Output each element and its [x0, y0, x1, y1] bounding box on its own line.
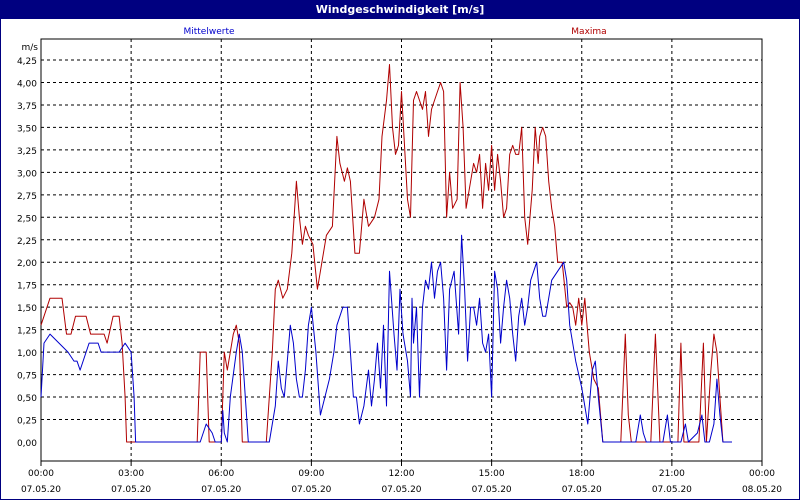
y-tick-label: 3,50 [17, 124, 37, 134]
x-tick-date: 07.05.20 [291, 485, 331, 495]
y-tick-label: 3,00 [17, 169, 37, 179]
y-tick-label: 2,00 [17, 259, 37, 269]
y-tick-label: 2,50 [17, 214, 37, 224]
x-tick-date: 07.05.20 [201, 485, 241, 495]
y-tick-label: 0,25 [17, 417, 37, 427]
y-tick-label: 2,25 [17, 237, 37, 247]
y-tick-label: 4,00 [17, 79, 37, 89]
x-tick-time: 18:00 [569, 469, 595, 479]
x-tick-time: 06:00 [208, 469, 234, 479]
y-tick-label: 1,75 [17, 282, 37, 292]
legend-mittelwerte: Mittelwerte [183, 27, 234, 37]
series-line-maxima [40, 64, 732, 443]
y-tick-label: 0,75 [17, 372, 37, 382]
window-title: Windgeschwindigkeit [m/s] [1, 1, 799, 19]
x-tick-time: 09:00 [298, 469, 324, 479]
y-tick-label: 3,75 [17, 102, 37, 112]
x-tick-date: 08.05.20 [742, 485, 782, 495]
x-tick-time: 12:00 [389, 469, 415, 479]
y-axis-label: m/s [22, 43, 39, 53]
y-tick-label: 2,75 [17, 192, 37, 202]
x-tick-date: 07.05.20 [652, 485, 692, 495]
y-tick-label: 1,25 [17, 327, 37, 337]
y-tick-label: 1,50 [17, 304, 37, 314]
x-tick-date: 07.05.20 [111, 485, 151, 495]
x-tick-date: 07.05.20 [472, 485, 512, 495]
y-tick-label: 0,00 [17, 439, 37, 449]
series-line-mittelwerte [40, 234, 732, 443]
y-tick-label: 0,50 [17, 394, 37, 404]
x-tick-time: 15:00 [479, 469, 505, 479]
y-tick-label: 3,25 [17, 147, 37, 157]
y-tick-label: 4,25 [17, 57, 37, 67]
x-tick-time: 21:00 [659, 469, 685, 479]
x-tick-time: 00:00 [749, 469, 775, 479]
line-chart: 0,00 0,25 0,50 0,75 1,00 1,25 1,50 1,75 2,00 2,25… [17, 27, 782, 495]
y-tick-label: 1,00 [17, 349, 37, 359]
x-tick-date: 07.05.20 [562, 485, 602, 495]
x-tick-date: 07.05.20 [381, 485, 421, 495]
x-tick-time: 00:00 [28, 469, 54, 479]
x-tick-date: 07.05.20 [21, 485, 61, 495]
legend-maxima: Maxima [571, 27, 606, 37]
x-tick-time: 03:00 [118, 469, 144, 479]
